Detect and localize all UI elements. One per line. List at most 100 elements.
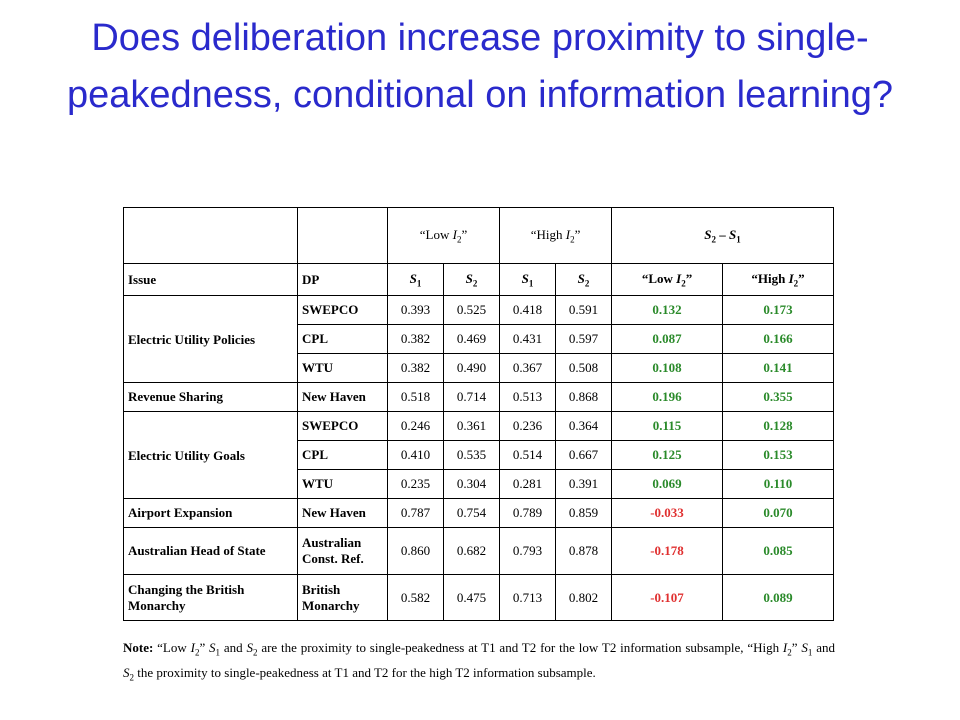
col-header-diff-low: “Low I2” bbox=[611, 263, 724, 296]
high-s2-cell: 0.364 bbox=[555, 411, 613, 441]
high-s2-cell: 0.508 bbox=[555, 353, 613, 383]
diff-low-cell: 0.108 bbox=[611, 353, 724, 383]
low-s2-cell: 0.754 bbox=[442, 498, 501, 528]
diff-low-cell: 0.125 bbox=[611, 440, 724, 470]
dp-cell: CPL bbox=[297, 324, 388, 354]
diff-high-cell: 0.110 bbox=[722, 469, 835, 499]
diff-high-cell: 0.355 bbox=[722, 382, 835, 412]
diff-high-cell: 0.089 bbox=[722, 574, 835, 621]
diff-high-cell: 0.141 bbox=[722, 353, 835, 383]
low-s2-cell: 0.475 bbox=[442, 574, 501, 621]
low-s1-cell: 0.582 bbox=[387, 574, 444, 621]
issue-cell: Australian Head of State bbox=[123, 527, 298, 575]
results-table: “Low I2” “High I2” S2 – S1 Issue DP S1 S… bbox=[123, 207, 835, 621]
group-header-low: “Low I2” bbox=[386, 207, 501, 264]
high-s1-cell: 0.793 bbox=[499, 527, 557, 575]
low-s2-cell: 0.490 bbox=[442, 353, 501, 383]
high-s2-cell: 0.859 bbox=[555, 498, 613, 528]
dp-cell: Australian Const. Ref. bbox=[297, 527, 388, 575]
high-s2-cell: 0.591 bbox=[555, 295, 613, 325]
diff-low-cell: 0.087 bbox=[611, 324, 724, 354]
issue-cell: Changing the British Monarchy bbox=[123, 574, 298, 621]
diff-low-cell: 0.132 bbox=[611, 295, 724, 325]
diff-high-cell: 0.166 bbox=[722, 324, 835, 354]
dp-cell: British Monarchy bbox=[297, 574, 388, 621]
high-s1-cell: 0.418 bbox=[499, 295, 557, 325]
high-s2-cell: 0.391 bbox=[555, 469, 613, 499]
diff-high-cell: 0.173 bbox=[722, 295, 835, 325]
diff-high-cell: 0.153 bbox=[722, 440, 835, 470]
col-header-low-s1: S1 bbox=[387, 263, 444, 296]
column-header-row: Issue DP S1 S2 S1 S2 “Low I2” “High I2” bbox=[123, 263, 835, 296]
low-s1-cell: 0.860 bbox=[387, 527, 444, 575]
col-header-low-s2: S2 bbox=[442, 263, 501, 296]
diff-low-cell: -0.107 bbox=[611, 574, 724, 621]
table-row: Electric Utility Policies SWEPCO 0.393 0… bbox=[123, 295, 835, 383]
dp-cell: CPL bbox=[297, 440, 388, 470]
table-row: Airport Expansion New Haven 0.787 0.754 … bbox=[123, 498, 835, 528]
col-header-diff-high: “High I2” bbox=[722, 263, 835, 296]
high-s2-cell: 0.802 bbox=[555, 574, 613, 621]
col-header-issue: Issue bbox=[123, 263, 298, 296]
low-s2-cell: 0.304 bbox=[442, 469, 501, 499]
group-header-high: “High I2” bbox=[499, 207, 613, 264]
dp-cell: SWEPCO bbox=[297, 411, 388, 441]
table-row: Australian Head of State Australian Cons… bbox=[123, 527, 835, 575]
table-row: WTU 0.235 0.304 0.281 0.391 0.069 0.110 bbox=[124, 469, 835, 499]
dp-cell: SWEPCO bbox=[297, 295, 388, 325]
low-s1-cell: 0.787 bbox=[387, 498, 444, 528]
high-s1-cell: 0.514 bbox=[499, 440, 557, 470]
diff-low-cell: 0.115 bbox=[611, 411, 724, 441]
low-s2-cell: 0.361 bbox=[442, 411, 501, 441]
table-row: CPL 0.382 0.469 0.431 0.597 0.087 0.166 bbox=[124, 324, 835, 354]
low-s2-cell: 0.535 bbox=[442, 440, 501, 470]
col-header-dp: DP bbox=[297, 263, 388, 296]
high-s2-cell: 0.667 bbox=[555, 440, 613, 470]
table-row: CPL 0.410 0.535 0.514 0.667 0.125 0.153 bbox=[124, 440, 835, 470]
low-s1-cell: 0.235 bbox=[387, 469, 444, 499]
high-s1-cell: 0.713 bbox=[499, 574, 557, 621]
issue-cell: Electric Utility Policies bbox=[123, 295, 298, 383]
issue-cell: Electric Utility Goals bbox=[123, 411, 298, 499]
table-row: Electric Utility Goals SWEPCO 0.246 0.36… bbox=[123, 411, 835, 499]
high-s2-cell: 0.597 bbox=[555, 324, 613, 354]
table-row: WTU 0.382 0.490 0.367 0.508 0.108 0.141 bbox=[124, 353, 835, 383]
low-s2-cell: 0.525 bbox=[442, 295, 501, 325]
low-s1-cell: 0.518 bbox=[387, 382, 444, 412]
low-s2-cell: 0.714 bbox=[442, 382, 501, 412]
col-header-high-s1: S1 bbox=[499, 263, 557, 296]
high-s2-cell: 0.868 bbox=[555, 382, 613, 412]
diff-low-cell: 0.069 bbox=[611, 469, 724, 499]
dp-cell: WTU bbox=[297, 469, 388, 499]
low-s2-cell: 0.469 bbox=[442, 324, 501, 354]
low-s1-cell: 0.382 bbox=[387, 324, 444, 354]
dp-cell: New Haven bbox=[297, 382, 388, 412]
col-header-high-s2: S2 bbox=[555, 263, 613, 296]
diff-high-cell: 0.070 bbox=[722, 498, 835, 528]
low-s1-cell: 0.382 bbox=[387, 353, 444, 383]
issue-cell: Airport Expansion bbox=[123, 498, 298, 528]
issue-cell: Revenue Sharing bbox=[123, 382, 298, 412]
low-s2-cell: 0.682 bbox=[442, 527, 501, 575]
high-s1-cell: 0.431 bbox=[499, 324, 557, 354]
dp-cell: WTU bbox=[297, 353, 388, 383]
table-row: Revenue Sharing New Haven 0.518 0.714 0.… bbox=[123, 382, 835, 412]
high-s1-cell: 0.513 bbox=[499, 382, 557, 412]
diff-high-cell: 0.085 bbox=[722, 527, 835, 575]
low-s1-cell: 0.410 bbox=[387, 440, 444, 470]
group-header-row: “Low I2” “High I2” S2 – S1 bbox=[123, 207, 835, 264]
note-label: Note: bbox=[123, 640, 154, 655]
high-s1-cell: 0.236 bbox=[499, 411, 557, 441]
high-s1-cell: 0.367 bbox=[499, 353, 557, 383]
diff-high-cell: 0.128 bbox=[722, 411, 835, 441]
slide-title: Does deliberation increase proximity to … bbox=[67, 17, 893, 116]
diff-low-cell: -0.178 bbox=[611, 527, 724, 575]
high-s1-cell: 0.281 bbox=[499, 469, 557, 499]
dp-cell: New Haven bbox=[297, 498, 388, 528]
table-note: Note: “Low I2” S1 and S2 are the proximi… bbox=[123, 640, 835, 683]
high-s1-cell: 0.789 bbox=[499, 498, 557, 528]
diff-low-cell: 0.196 bbox=[611, 382, 724, 412]
low-s1-cell: 0.393 bbox=[387, 295, 444, 325]
high-s2-cell: 0.878 bbox=[555, 527, 613, 575]
table-row: Changing the British Monarchy British Mo… bbox=[123, 574, 835, 621]
